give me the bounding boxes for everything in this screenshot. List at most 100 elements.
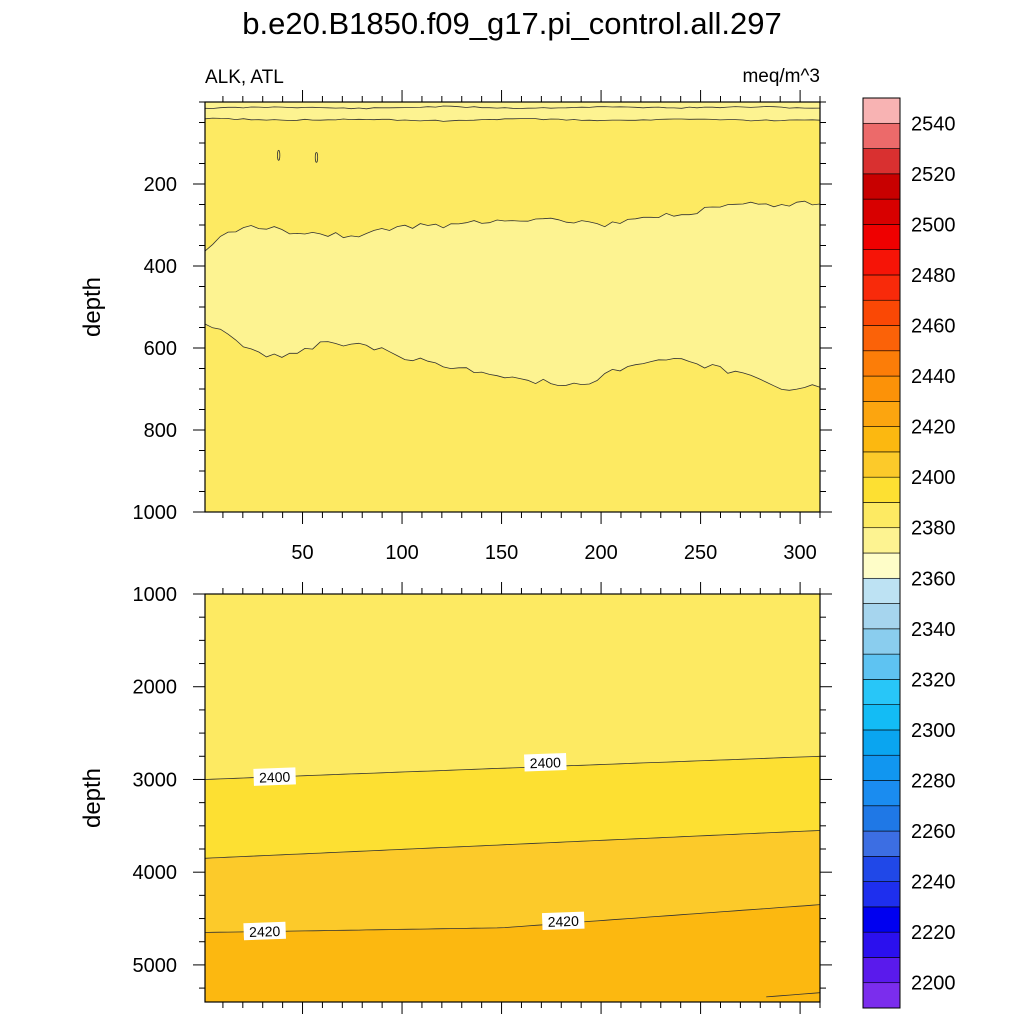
y-axis-label: depth bbox=[79, 277, 106, 337]
contour-line-2390 bbox=[204, 105, 821, 110]
colorbar-label: 2240 bbox=[911, 872, 956, 894]
colorbar-swatch bbox=[862, 805, 901, 832]
contour-label-box bbox=[243, 921, 286, 941]
colorbar-swatch bbox=[862, 122, 901, 149]
units-label: meq/m^3 bbox=[742, 66, 820, 87]
colorbar-label: 2520 bbox=[911, 164, 956, 186]
colorbar-swatch bbox=[862, 780, 901, 807]
colorbar-swatch bbox=[862, 729, 901, 756]
x-tick-label: 300 bbox=[783, 542, 816, 564]
x-tick-label: 50 bbox=[291, 542, 313, 564]
contour-label: 2400 bbox=[529, 754, 561, 771]
colorbar-swatch bbox=[862, 173, 901, 200]
colorbar-swatch bbox=[862, 502, 901, 529]
upper-panel: 50 100 150 200 250 300 200 400 600 800 1000 depth bbox=[79, 90, 832, 564]
contour-line-2390 bbox=[204, 323, 821, 391]
plot-frame bbox=[204, 593, 821, 1003]
colorbar-label: 2440 bbox=[911, 366, 956, 388]
colorbar-swatch bbox=[862, 881, 901, 908]
colorbar-swatch bbox=[862, 830, 901, 857]
y-tick-label: 1000 bbox=[133, 584, 178, 606]
colorbar-label: 2420 bbox=[911, 417, 956, 439]
colorbar-swatch bbox=[862, 982, 901, 1009]
colorbar-swatch bbox=[862, 451, 901, 478]
colorbar-swatch bbox=[862, 476, 901, 503]
region-top-light bbox=[205, 102, 820, 109]
colorbar-swatch bbox=[862, 754, 901, 781]
y-axis-label: depth bbox=[79, 768, 106, 828]
colorbar-swatch bbox=[862, 931, 901, 958]
colorbar-swatch bbox=[862, 426, 901, 453]
colorbar-swatch bbox=[862, 552, 901, 579]
colorbar-label: 2260 bbox=[911, 821, 956, 843]
colorbar-label: 2280 bbox=[911, 771, 956, 793]
colorbar-label: 2460 bbox=[911, 316, 956, 338]
y-tick-label: 3000 bbox=[133, 769, 178, 791]
colorbar-frame bbox=[862, 97, 901, 1009]
small-contour bbox=[277, 149, 281, 161]
contour-line-2390 bbox=[204, 117, 821, 122]
colorbar-label: 2320 bbox=[911, 669, 956, 691]
colorbar-swatch bbox=[862, 401, 901, 427]
colorbar-swatch bbox=[862, 856, 901, 882]
contour-label-box bbox=[541, 911, 585, 931]
colorbar-swatch bbox=[862, 375, 901, 402]
colorbar-swatch bbox=[862, 198, 901, 225]
colorbar-label: 2220 bbox=[911, 922, 956, 944]
y-tick-label: 200 bbox=[144, 174, 177, 196]
contour-label: 2400 bbox=[259, 769, 291, 786]
colorbar-swatch bbox=[862, 957, 901, 984]
variable-label: ALK, ATL bbox=[205, 67, 284, 88]
colorbar: 2200 2220 2240 2260 2280 2300 2320 2340 2360 2380… bbox=[862, 97, 956, 1009]
colorbar-swatch bbox=[862, 299, 901, 326]
colorbar-label: 2540 bbox=[911, 113, 956, 135]
chart-title: b.e20.B1850.f09_g17.pi_control.all.297 bbox=[242, 6, 782, 41]
contour-line-2430 bbox=[766, 992, 821, 998]
y-tick-label: 400 bbox=[144, 256, 177, 278]
x-tick-label: 200 bbox=[584, 542, 617, 564]
colorbar-label: 2200 bbox=[911, 973, 956, 995]
lower-panel: 2400 2400 2420 2420 1000 2000 3000 4000 5000 dept… bbox=[79, 582, 832, 1014]
colorbar-swatch bbox=[862, 527, 901, 554]
colorbar-swatch bbox=[862, 906, 901, 933]
colorbar-swatch bbox=[862, 325, 901, 352]
y-tick-label: 4000 bbox=[133, 862, 178, 884]
region-2420-2430 bbox=[205, 904, 820, 1002]
colorbar-swatch bbox=[862, 224, 901, 250]
colorbar-swatch bbox=[862, 603, 901, 630]
colorbar-swatch bbox=[862, 350, 901, 377]
colorbar-swatch bbox=[862, 97, 901, 124]
region-surface-band bbox=[205, 106, 820, 122]
y-tick-label: 1000 bbox=[133, 502, 178, 524]
y-tick-label: 800 bbox=[144, 420, 177, 442]
colorbar-label: 2480 bbox=[911, 265, 956, 287]
y-tick-label: 2000 bbox=[133, 677, 178, 699]
colorbar-label: 2340 bbox=[911, 619, 956, 641]
y-tick-label: 5000 bbox=[133, 955, 178, 977]
contour-label: 2420 bbox=[547, 913, 579, 930]
contour-line-2390 bbox=[204, 200, 821, 252]
y-tick-label: 600 bbox=[144, 338, 177, 360]
contour-line-2420 bbox=[204, 904, 821, 933]
colorbar-swatch bbox=[862, 704, 901, 731]
colorbar-swatch bbox=[862, 679, 901, 705]
colorbar-label: 2380 bbox=[911, 518, 956, 540]
x-tick-label: 150 bbox=[485, 542, 518, 564]
x-tick-label: 250 bbox=[684, 542, 717, 564]
contour-line-2400 bbox=[204, 755, 821, 780]
x-tick-label: 100 bbox=[385, 542, 418, 564]
colorbar-swatch bbox=[862, 249, 901, 276]
contour-label-box bbox=[253, 767, 296, 786]
colorbar-label: 2300 bbox=[911, 720, 956, 742]
colorbar-swatch bbox=[862, 577, 901, 604]
colorbar-swatch bbox=[862, 274, 901, 301]
colorbar-label: 2360 bbox=[911, 568, 956, 590]
small-contour bbox=[314, 151, 319, 163]
colorbar-label: 2400 bbox=[911, 467, 956, 489]
colorbar-swatch bbox=[862, 148, 901, 175]
contour-line-2410 bbox=[204, 830, 821, 859]
colorbar-swatch bbox=[862, 653, 901, 680]
colorbar-swatch bbox=[862, 628, 901, 655]
colorbar-label: 2500 bbox=[911, 214, 956, 236]
